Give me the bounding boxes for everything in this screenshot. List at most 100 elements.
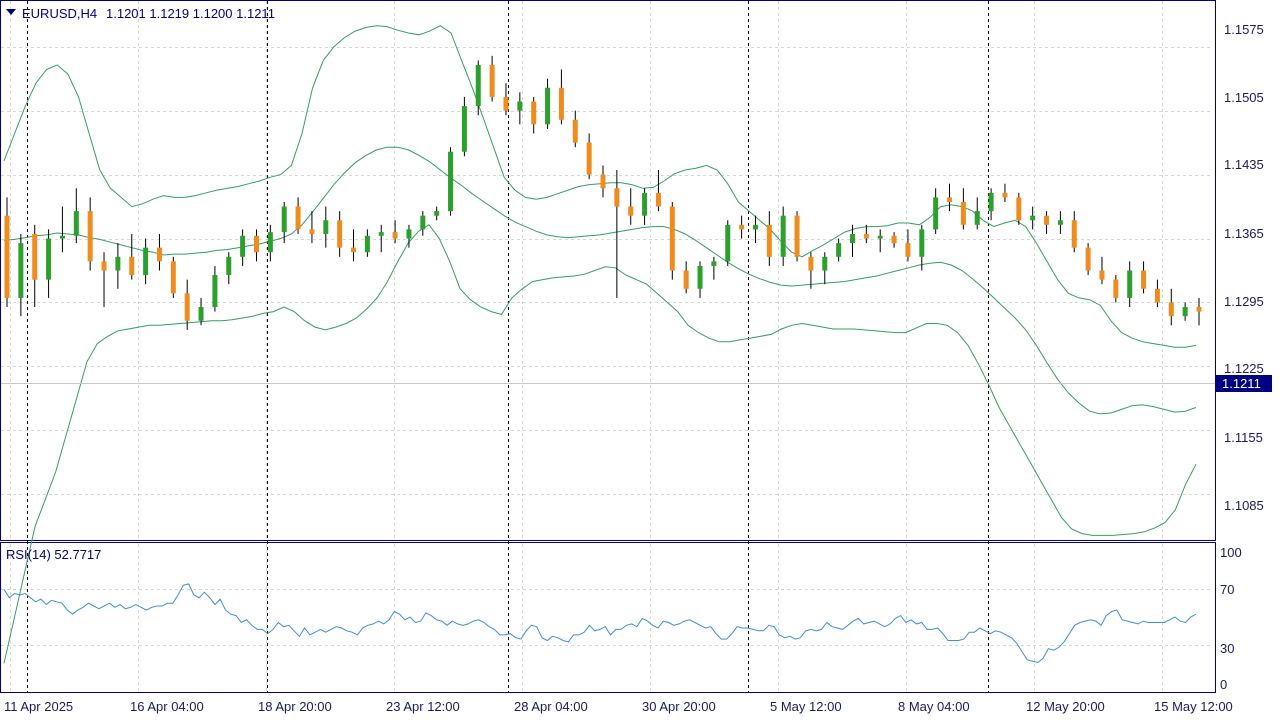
candlestick[interactable] xyxy=(170,256,176,298)
chart-menu-triangle-icon[interactable] xyxy=(6,9,16,15)
candlestick[interactable] xyxy=(87,197,93,271)
candlestick[interactable] xyxy=(752,215,758,244)
candlestick[interactable] xyxy=(849,224,855,257)
candlestick[interactable] xyxy=(323,206,329,248)
candlestick[interactable] xyxy=(420,211,426,236)
candle-body xyxy=(1196,307,1202,312)
candlestick[interactable] xyxy=(558,69,564,125)
candle-body xyxy=(1127,270,1133,298)
candlestick[interactable] xyxy=(115,243,121,289)
candlestick[interactable] xyxy=(863,224,869,244)
candlestick[interactable] xyxy=(1030,206,1036,230)
candlestick[interactable] xyxy=(378,224,384,253)
candlestick[interactable] xyxy=(1113,275,1119,303)
candlestick[interactable] xyxy=(572,110,578,148)
candlestick[interactable] xyxy=(18,233,24,317)
candlestick[interactable] xyxy=(46,229,52,298)
candlestick[interactable] xyxy=(226,252,232,285)
candlestick[interactable] xyxy=(947,183,953,212)
candle-body xyxy=(600,174,606,189)
candlestick[interactable] xyxy=(198,297,204,326)
candlestick[interactable] xyxy=(503,83,509,116)
candlestick[interactable] xyxy=(129,233,135,280)
candlestick[interactable] xyxy=(891,232,897,248)
candlestick[interactable] xyxy=(1196,297,1202,326)
candlestick[interactable] xyxy=(1002,183,1008,202)
candlestick[interactable] xyxy=(960,188,966,230)
candle-body xyxy=(1016,197,1022,221)
candlestick[interactable] xyxy=(683,261,689,294)
candlestick[interactable] xyxy=(73,188,79,244)
candlestick[interactable] xyxy=(669,201,675,280)
candlestick[interactable] xyxy=(143,238,149,285)
candlestick[interactable] xyxy=(1044,211,1050,234)
candlestick[interactable] xyxy=(697,261,703,298)
candlesticks[interactable] xyxy=(4,55,1202,330)
candlestick[interactable] xyxy=(406,224,412,248)
candlestick[interactable] xyxy=(392,220,398,244)
candlestick[interactable] xyxy=(628,188,634,225)
candlestick[interactable] xyxy=(766,211,772,266)
candlestick[interactable] xyxy=(780,206,786,266)
candlestick[interactable] xyxy=(267,224,273,262)
candlestick[interactable] xyxy=(1057,211,1063,234)
candlestick[interactable] xyxy=(59,206,65,253)
candlestick[interactable] xyxy=(281,201,287,244)
candlestick[interactable] xyxy=(1182,302,1188,321)
candlestick[interactable] xyxy=(725,220,731,266)
candlestick[interactable] xyxy=(101,252,107,308)
candlestick[interactable] xyxy=(794,211,800,262)
candlestick[interactable] xyxy=(919,224,925,271)
candle-body xyxy=(267,232,273,253)
candlestick[interactable] xyxy=(351,229,357,262)
candlestick[interactable] xyxy=(309,211,315,244)
candlestick[interactable] xyxy=(545,78,551,129)
candle-body xyxy=(18,243,24,298)
candlestick[interactable] xyxy=(1085,243,1091,276)
candlestick[interactable] xyxy=(586,133,592,180)
chart-header[interactable]: EURUSD,H4 1.1201 1.1219 1.1200 1.1211 xyxy=(6,6,275,21)
candlestick[interactable] xyxy=(933,188,939,234)
candlestick[interactable] xyxy=(253,229,259,262)
candlestick[interactable] xyxy=(475,60,481,116)
candlestick[interactable] xyxy=(4,197,10,308)
candlestick[interactable] xyxy=(1099,256,1105,285)
candlestick[interactable] xyxy=(184,279,190,330)
candlestick[interactable] xyxy=(212,265,218,312)
candlestick[interactable] xyxy=(1141,261,1147,294)
candlestick[interactable] xyxy=(739,215,745,239)
candlestick[interactable] xyxy=(1071,211,1077,253)
candlestick[interactable] xyxy=(364,229,370,257)
candlestick[interactable] xyxy=(974,197,980,230)
candlestick[interactable] xyxy=(531,96,537,134)
candlestick[interactable] xyxy=(517,92,523,125)
candlestick[interactable] xyxy=(808,252,814,289)
candlestick[interactable] xyxy=(1016,192,1022,225)
candlestick[interactable] xyxy=(295,197,301,234)
candlestick[interactable] xyxy=(642,188,648,225)
candlestick[interactable] xyxy=(240,229,246,266)
candlestick[interactable] xyxy=(461,96,467,157)
candlestick[interactable] xyxy=(600,165,606,198)
candle-body xyxy=(1057,220,1063,225)
candlestick[interactable] xyxy=(1127,261,1133,308)
candlestick[interactable] xyxy=(655,170,661,212)
candlestick[interactable] xyxy=(337,211,343,257)
candlestick[interactable] xyxy=(877,229,883,253)
candlestick[interactable] xyxy=(32,224,38,308)
rsi-pane-frame xyxy=(0,542,1216,693)
candlestick[interactable] xyxy=(1154,279,1160,308)
candlestick[interactable] xyxy=(434,206,440,221)
candlestick[interactable] xyxy=(156,233,162,271)
candlestick[interactable] xyxy=(448,147,454,216)
candlestick[interactable] xyxy=(822,252,828,285)
candlestick[interactable] xyxy=(905,229,911,262)
candlestick[interactable] xyxy=(1168,288,1174,326)
candlestick[interactable] xyxy=(988,188,994,221)
candlestick[interactable] xyxy=(489,55,495,102)
candlestick[interactable] xyxy=(836,238,842,262)
candle-body xyxy=(240,235,246,257)
candlestick[interactable] xyxy=(711,256,717,280)
candlestick[interactable] xyxy=(614,170,620,298)
